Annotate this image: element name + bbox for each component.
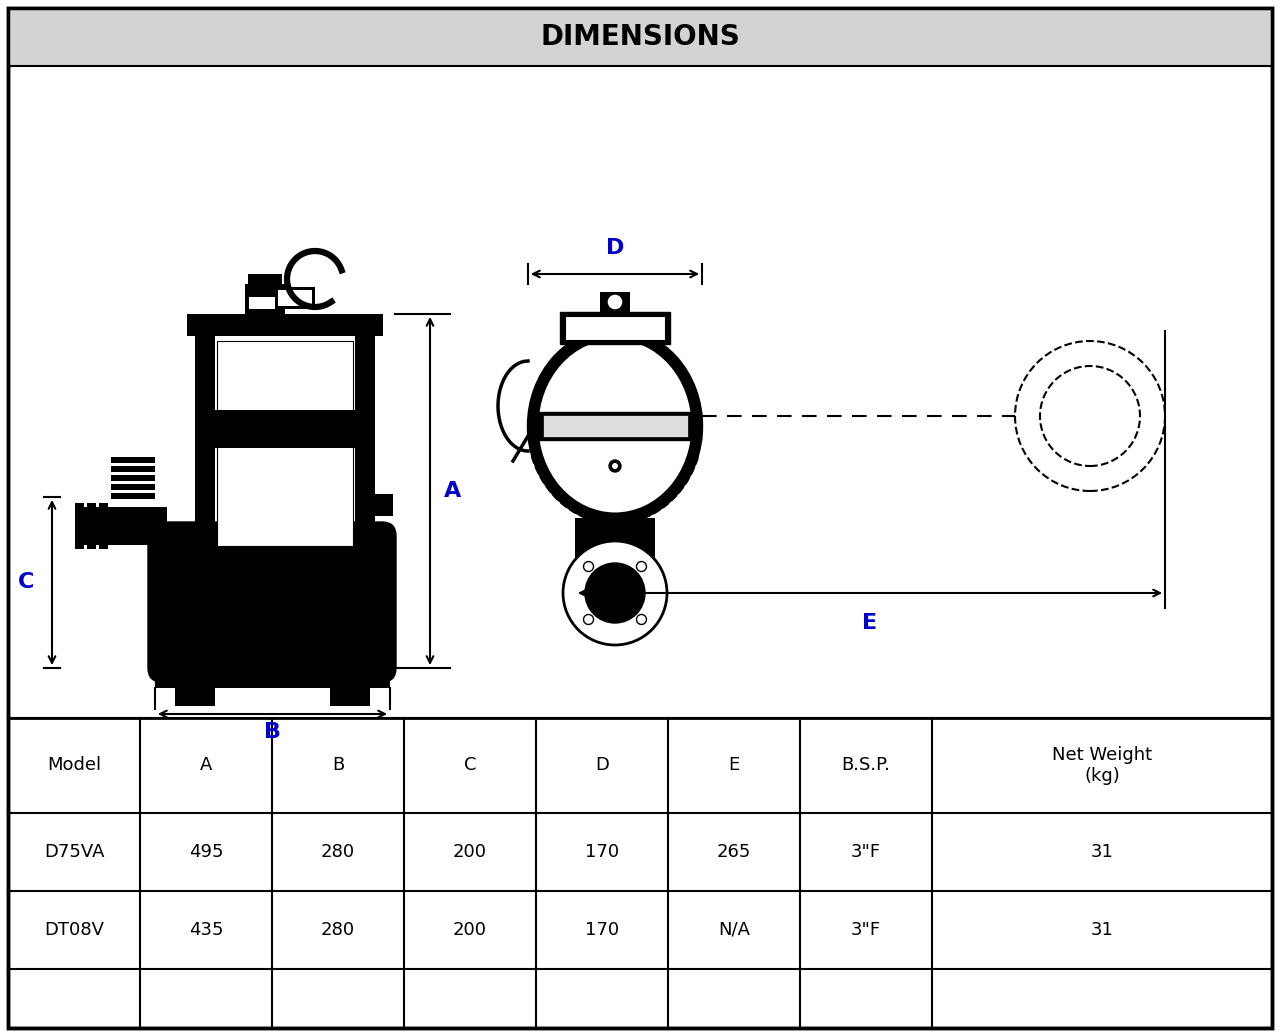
Bar	[244, 284, 285, 314]
Bar	[87, 503, 96, 549]
Text: D75VA: D75VA	[44, 843, 104, 861]
Bar	[111, 484, 155, 490]
Circle shape	[636, 614, 646, 625]
Bar	[111, 466, 155, 472]
Circle shape	[585, 563, 645, 623]
Bar	[195, 336, 215, 551]
Circle shape	[584, 562, 594, 572]
Text: DT08V: DT08V	[44, 921, 104, 939]
Text: D: D	[605, 238, 625, 258]
Text: D: D	[595, 756, 609, 775]
Bar	[76, 507, 166, 545]
Bar	[575, 518, 655, 593]
Text: 31: 31	[1091, 921, 1114, 939]
Text: 200: 200	[453, 921, 486, 939]
Bar	[330, 688, 370, 706]
Text: B: B	[332, 756, 344, 775]
Bar	[197, 410, 372, 448]
Text: B.S.P.: B.S.P.	[841, 756, 891, 775]
Text: A: A	[200, 756, 212, 775]
Circle shape	[609, 460, 621, 472]
Circle shape	[584, 614, 594, 625]
Text: 31: 31	[1091, 843, 1114, 861]
Text: 280: 280	[321, 843, 355, 861]
Bar	[99, 503, 108, 549]
Bar	[250, 297, 282, 309]
Text: 3"F: 3"F	[851, 843, 881, 861]
Circle shape	[612, 463, 618, 469]
Text: Net Weight
(kg): Net Weight (kg)	[1052, 746, 1152, 785]
Text: 435: 435	[188, 921, 223, 939]
Bar	[175, 688, 215, 706]
Text: A: A	[444, 481, 461, 501]
Text: 200: 200	[453, 843, 486, 861]
Bar	[248, 274, 282, 284]
Bar	[278, 290, 312, 306]
Bar	[375, 494, 393, 516]
Bar	[600, 292, 630, 312]
Bar	[111, 474, 155, 481]
Text: 170: 170	[585, 843, 620, 861]
Ellipse shape	[527, 328, 703, 523]
FancyBboxPatch shape	[148, 522, 396, 682]
Bar	[8, 8, 1272, 66]
Bar	[111, 457, 155, 463]
Text: E: E	[863, 613, 878, 633]
Bar	[111, 493, 155, 499]
Text: N/A: N/A	[718, 921, 750, 939]
Text: B: B	[264, 722, 282, 742]
Bar	[561, 312, 669, 344]
Text: E: E	[728, 756, 740, 775]
Text: 265: 265	[717, 843, 751, 861]
Text: Model: Model	[47, 756, 101, 775]
Bar	[355, 336, 375, 551]
Bar	[530, 412, 701, 440]
Bar	[275, 287, 315, 309]
Text: 495: 495	[188, 843, 223, 861]
Text: DIMENSIONS: DIMENSIONS	[540, 23, 740, 51]
Bar	[218, 341, 353, 546]
Bar	[155, 668, 390, 688]
Bar	[543, 415, 689, 437]
Text: C: C	[463, 756, 476, 775]
Bar	[76, 503, 84, 549]
Text: 170: 170	[585, 921, 620, 939]
Circle shape	[607, 294, 623, 310]
Bar	[187, 314, 383, 336]
Circle shape	[636, 562, 646, 572]
Circle shape	[563, 541, 667, 645]
Text: C: C	[18, 573, 35, 593]
Text: 280: 280	[321, 921, 355, 939]
Ellipse shape	[538, 339, 692, 514]
Bar	[564, 316, 666, 340]
Text: 3"F: 3"F	[851, 921, 881, 939]
